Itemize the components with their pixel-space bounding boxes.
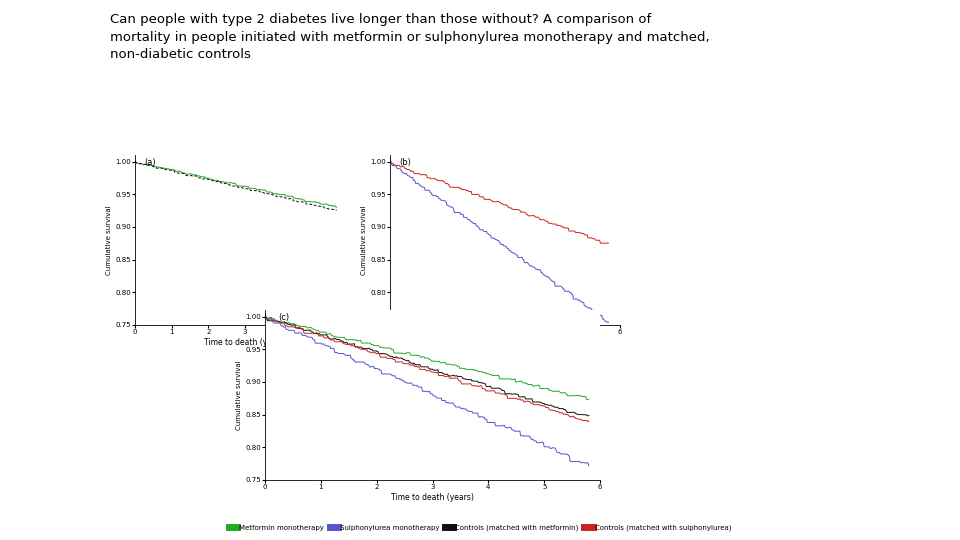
Text: (b): (b) [399, 158, 411, 167]
Text: Can people with type 2 diabetes live longer than those without? A comparison of
: Can people with type 2 diabetes live lon… [110, 14, 710, 60]
X-axis label: Time to death (years): Time to death (years) [204, 338, 286, 347]
X-axis label: Time to death (years): Time to death (years) [391, 493, 474, 502]
Text: (a): (a) [144, 158, 156, 167]
Legend: Metformin monotherapy, Sulphonylurea monotherapy, Controls (matched with metform: Metformin monotherapy, Sulphonylurea mon… [226, 522, 734, 534]
X-axis label: Time to death (years): Time to death (years) [464, 338, 546, 347]
Text: (c): (c) [278, 313, 290, 322]
Y-axis label: Cumulative survival: Cumulative survival [361, 205, 368, 275]
Y-axis label: Cumulative survival: Cumulative survival [107, 205, 112, 275]
Y-axis label: Cumulative survival: Cumulative survival [236, 360, 242, 430]
